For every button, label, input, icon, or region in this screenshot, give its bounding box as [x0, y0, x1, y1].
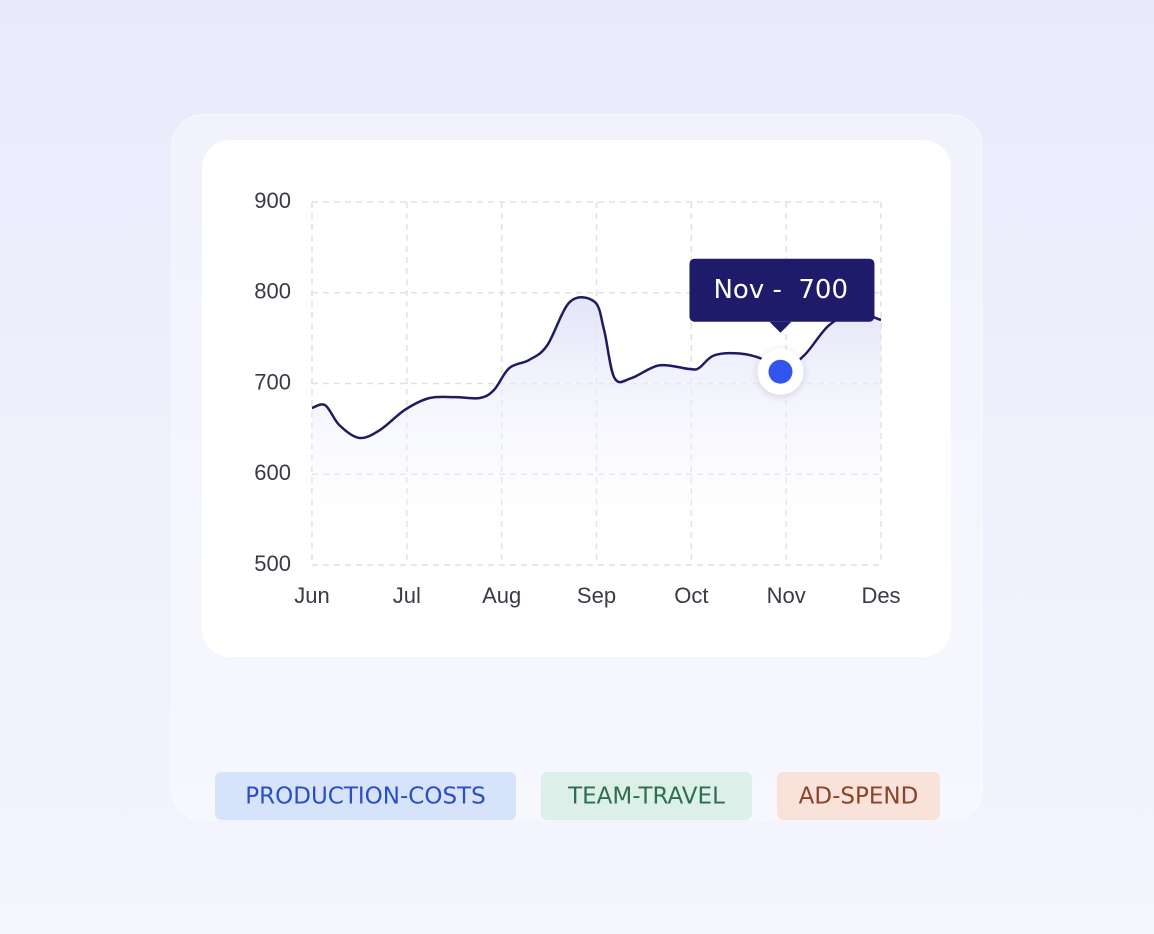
plot: 500 600 700 800 900 Jun Jul Aug Sep Oct Nov Des Nov … [254, 188, 900, 608]
x-tick-label: Nov [767, 583, 806, 608]
tag-list: PRODUCTION-COSTS TEAM-TRAVEL AD-SPEND [215, 772, 940, 820]
x-tick-label: Sep [577, 583, 616, 608]
tag-chip[interactable] [541, 772, 752, 820]
x-tick-label: Des [861, 583, 900, 608]
x-tick-label: Jul [393, 583, 421, 608]
tag-label: TEAM-TRAVEL [567, 784, 725, 810]
tooltip-pointer [769, 321, 792, 333]
tag-chip[interactable] [777, 772, 940, 820]
y-tick-label: 500 [254, 551, 291, 576]
x-tick-label: Jun [294, 583, 329, 608]
highlight-point [768, 359, 793, 384]
line-area [312, 297, 881, 565]
tag-label: AD-SPEND [799, 784, 919, 810]
y-tick-label: 600 [254, 460, 291, 485]
x-tick-label: Oct [674, 583, 708, 608]
tooltip-box [689, 258, 875, 322]
tag-label: PRODUCTION-COSTS [245, 784, 485, 810]
tooltip-text: Nov - 700 [713, 275, 848, 305]
y-tick-label: 800 [254, 279, 291, 304]
x-tick-label: Aug [482, 583, 521, 608]
y-tick-label: 900 [254, 188, 291, 213]
y-tick-label: 700 [254, 369, 291, 394]
tag-chip[interactable] [215, 772, 516, 820]
